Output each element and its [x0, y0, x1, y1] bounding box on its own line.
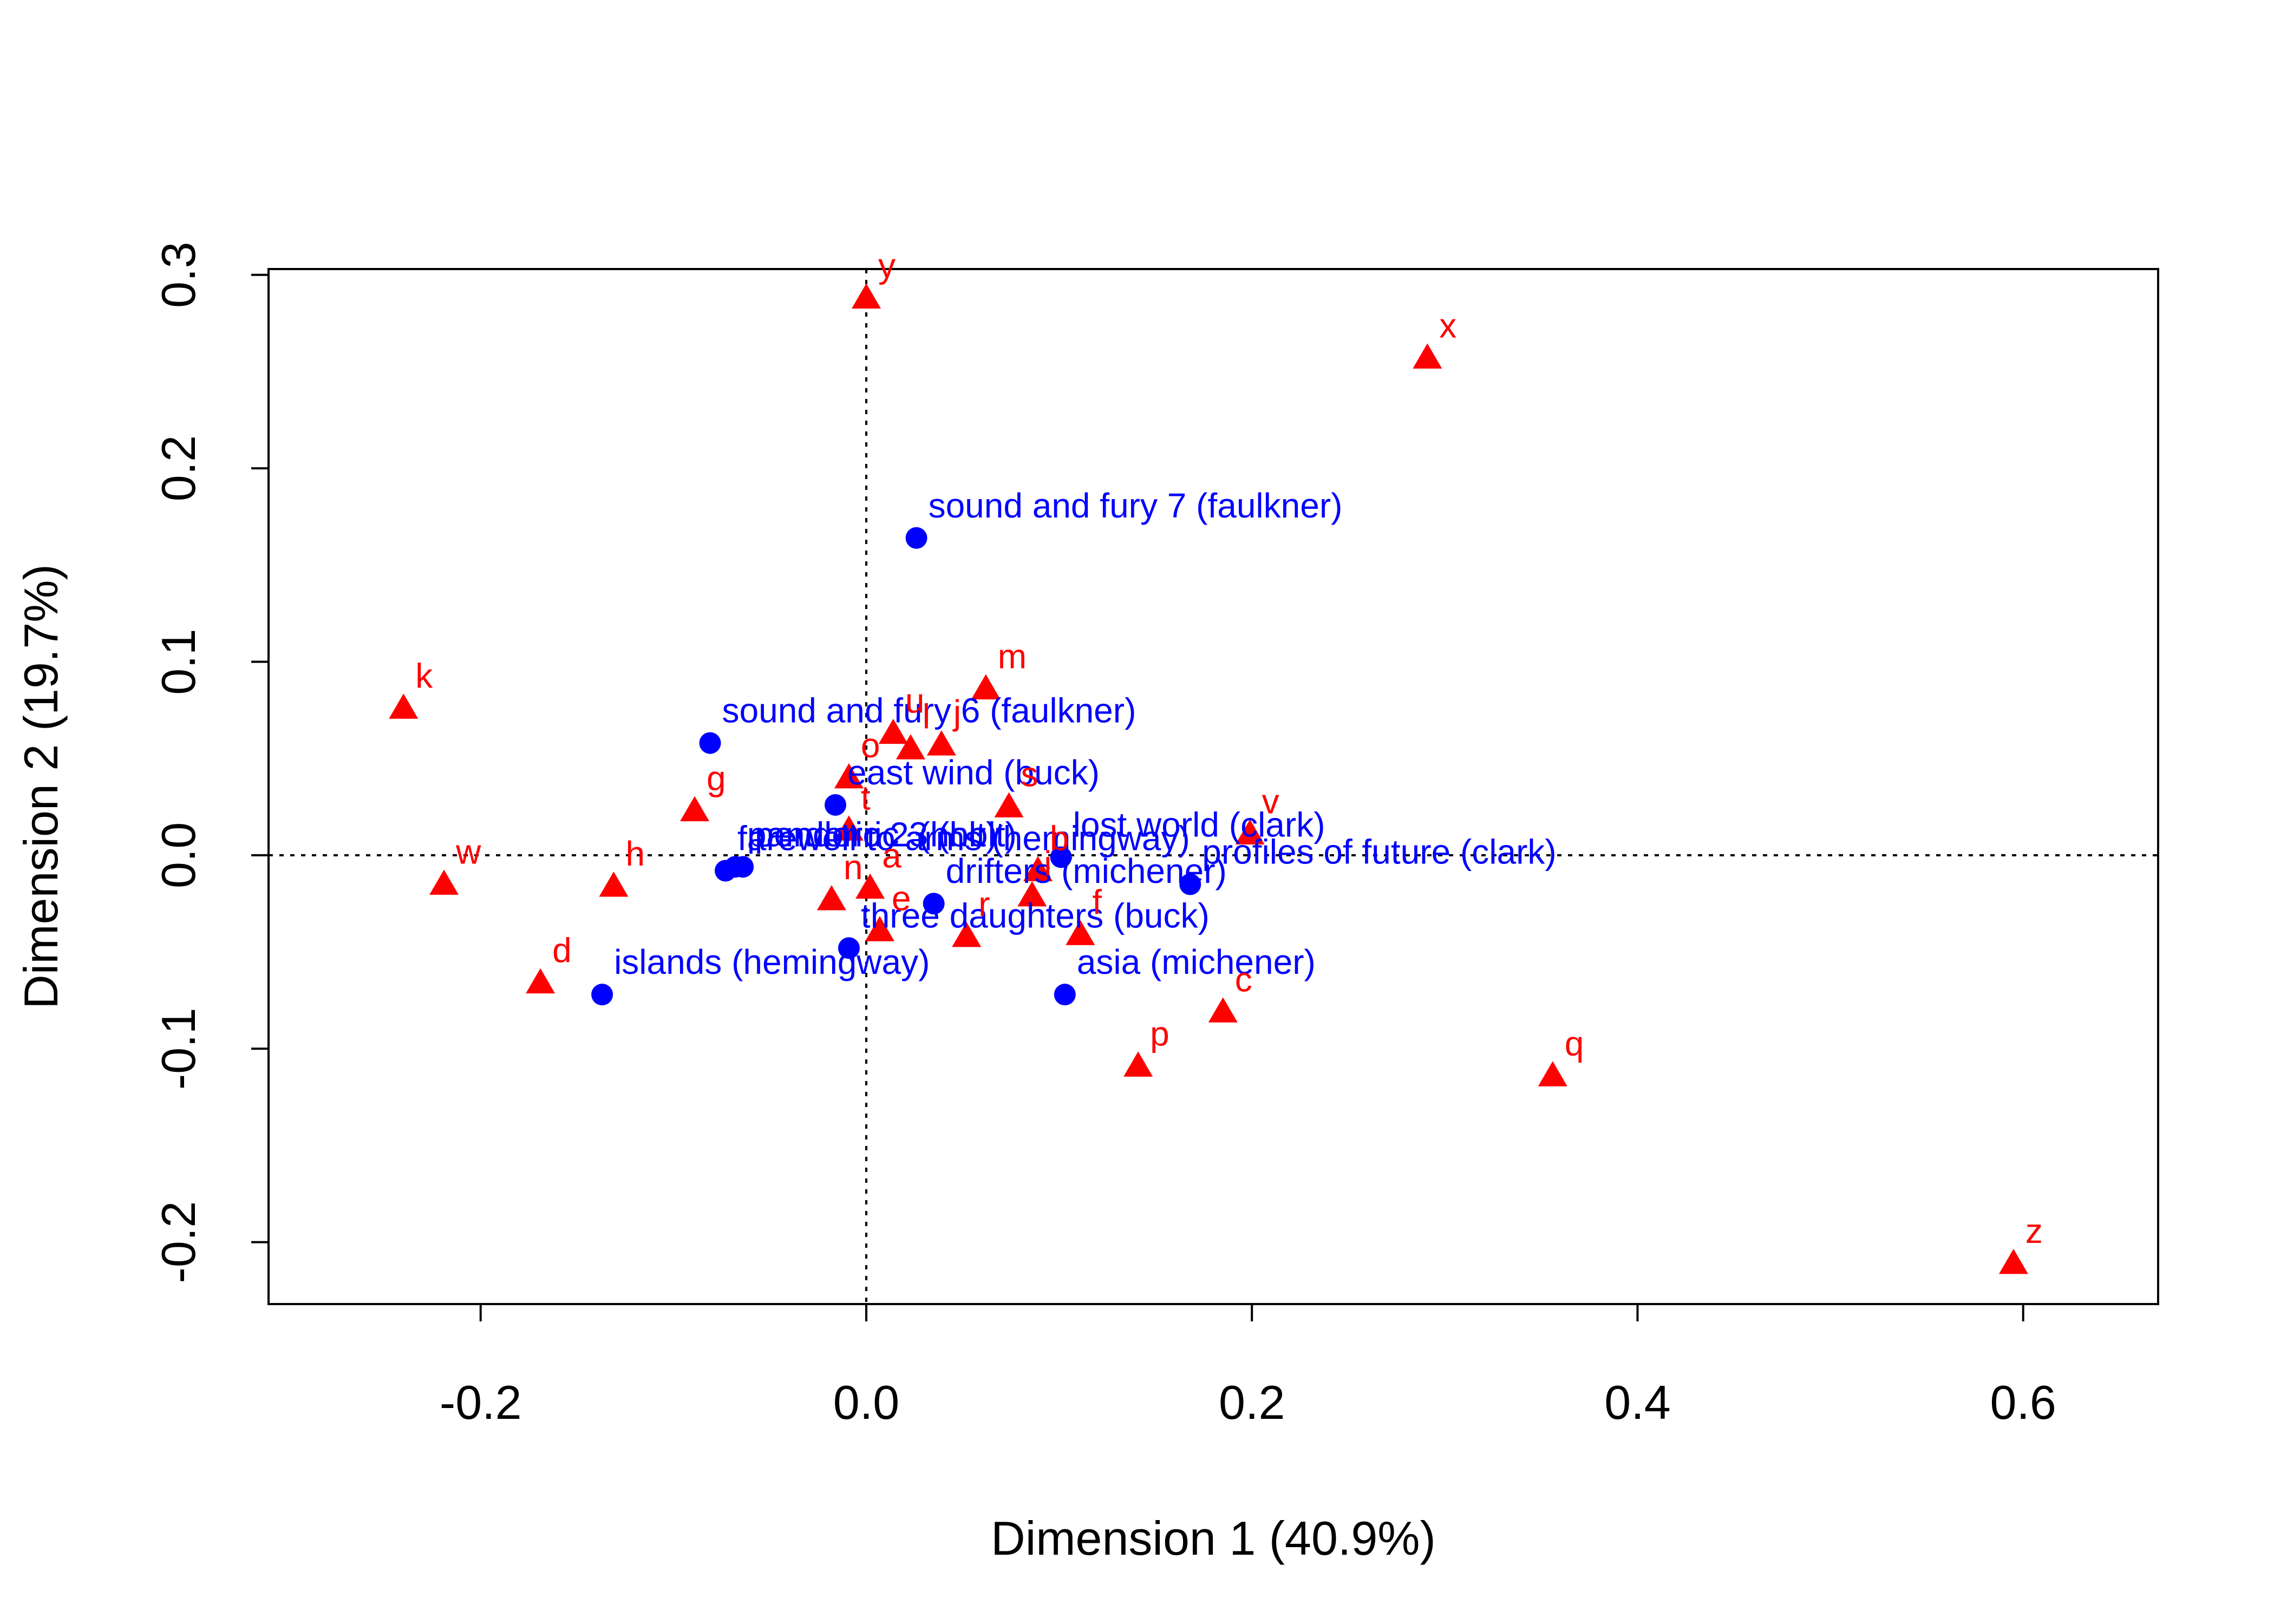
- y-axis: -0.2 -0.1 0.0 0.1 0.2 0.3: [152, 242, 270, 1284]
- column-point-b: [1023, 856, 1053, 881]
- x-axis: -0.2 0.0 0.2 0.4 0.6: [440, 1303, 2056, 1429]
- column-point-j: [926, 730, 956, 756]
- point-labels: sound and fury 7 (faulkner) sound and fur…: [415, 246, 2043, 1250]
- column-label-i: i: [1044, 844, 1051, 883]
- column-point-w: [429, 869, 459, 895]
- x-tick-label: 0.2: [1219, 1376, 1285, 1429]
- row-point-drifters-michener: [923, 893, 945, 915]
- column-point-u: [878, 718, 908, 744]
- column-point-k: [389, 693, 419, 719]
- y-tick-label: 0.1: [152, 628, 205, 695]
- column-point-i: [1017, 881, 1047, 907]
- row-point-islands-hemingway: [591, 984, 613, 1006]
- column-label-v: v: [1262, 782, 1279, 821]
- column-label-x: x: [1439, 306, 1456, 345]
- row-point-three-daughters-buck: [838, 937, 860, 959]
- column-label-o: o: [861, 726, 880, 765]
- row-label-pandoric-2-holt: pandoric 2 (holt): [747, 815, 997, 854]
- row-label-farewell-to-arms-hemingway: farewell to arms (hemingway): [737, 818, 1190, 857]
- column-point-s: [994, 792, 1024, 817]
- y-tick-label: 0.0: [152, 822, 205, 888]
- row-label-drifters-michener: drifters (michener): [946, 852, 1227, 890]
- row-point-east-wind-buck: [825, 794, 846, 816]
- x-tick-label: 0.4: [1604, 1376, 1670, 1429]
- column-label-w: w: [455, 832, 481, 871]
- row-label-asia-michener: asia (michener): [1077, 942, 1316, 981]
- column-point-c: [1208, 997, 1238, 1023]
- y-tick-label: 0.3: [152, 242, 205, 308]
- column-point-r: [952, 921, 982, 947]
- column-point-h: [599, 872, 629, 897]
- column-point-p: [1123, 1051, 1153, 1077]
- column-label-n: n: [844, 848, 863, 887]
- column-label-f: f: [1092, 882, 1102, 921]
- column-point-v: [1235, 819, 1265, 844]
- column-point-g: [680, 796, 710, 822]
- column-label-m: m: [998, 637, 1027, 676]
- row-label-islands-hemingway: islands (hemingway): [614, 942, 930, 981]
- column-label-z: z: [2025, 1212, 2043, 1250]
- row-point-sound-and-fury-6-faulkner: [699, 732, 721, 754]
- column-label-e: e: [892, 879, 911, 918]
- column-label-q: q: [1565, 1024, 1584, 1063]
- column-label-l: l: [923, 697, 930, 736]
- x-axis-title: Dimension 1 (40.9%): [991, 1511, 1436, 1565]
- y-tick-label: 0.2: [152, 435, 205, 501]
- column-point-t: [834, 815, 864, 841]
- column-point-m: [971, 674, 1001, 699]
- plot-box: [267, 268, 2159, 1305]
- row-label-pendorric-3-holt: pendorric 3 (holt): [755, 815, 1017, 854]
- row-point-asia-michener: [1054, 984, 1076, 1006]
- column-point-z: [1998, 1248, 2028, 1274]
- column-label-y: y: [878, 246, 896, 285]
- column-point-d: [526, 968, 556, 994]
- column-point-e: [865, 916, 894, 941]
- x-tick-label: 0.0: [833, 1376, 899, 1429]
- column-point-n: [816, 885, 846, 911]
- column-label-r: r: [978, 885, 990, 924]
- column-label-t: t: [861, 778, 871, 817]
- y-tick-label: -0.2: [152, 1201, 205, 1284]
- row-label-east-wind-buck: east wind (buck): [847, 753, 1100, 792]
- column-point-o: [834, 763, 864, 789]
- row-label-profiles-of-future-clark: profiles of future (clark): [1202, 832, 1556, 871]
- column-label-g: g: [707, 759, 726, 798]
- column-point-a: [855, 873, 885, 899]
- column-point-x: [1413, 343, 1442, 369]
- column-label-p: p: [1150, 1014, 1169, 1053]
- row-point-farewell-to-arms-hemingway: [715, 860, 737, 882]
- x-tick-label: -0.2: [440, 1376, 522, 1429]
- y-tick-label: -0.1: [152, 1007, 205, 1090]
- y-axis-title: Dimension 2 (19.7%): [14, 564, 68, 1009]
- row-label-lost-world-clark: lost world (clark): [1073, 805, 1325, 844]
- row-label-three-daughters-buck: three daughters (buck): [861, 896, 1210, 935]
- column-label-c: c: [1235, 960, 1252, 999]
- column-point-l: [896, 734, 925, 759]
- row-point-lost-world-clark: [1050, 846, 1072, 868]
- row-point-profiles-of-future-clark: [1179, 873, 1201, 895]
- data-points: [389, 283, 2028, 1274]
- column-label-a: a: [882, 836, 901, 875]
- row-label-sound-and-fury-6-faulkner: sound and fury 6 (faulkner): [722, 691, 1136, 730]
- column-point-y: [851, 283, 881, 309]
- x-tick-label: 0.6: [1990, 1376, 2056, 1429]
- column-label-h: h: [625, 834, 645, 873]
- column-label-j: j: [952, 693, 961, 732]
- column-label-b: b: [1050, 818, 1069, 857]
- row-point-sound-and-fury-7-faulkner: [905, 527, 927, 549]
- reference-lines: [269, 269, 2158, 1304]
- column-label-s: s: [1021, 755, 1038, 794]
- row-label-sound-and-fury-7-faulkner: sound and fury 7 (faulkner): [929, 486, 1343, 525]
- column-label-k: k: [415, 656, 433, 695]
- column-point-f: [1066, 920, 1095, 945]
- column-label-d: d: [552, 931, 572, 970]
- column-point-q: [1538, 1061, 1567, 1086]
- column-label-u: u: [905, 682, 925, 721]
